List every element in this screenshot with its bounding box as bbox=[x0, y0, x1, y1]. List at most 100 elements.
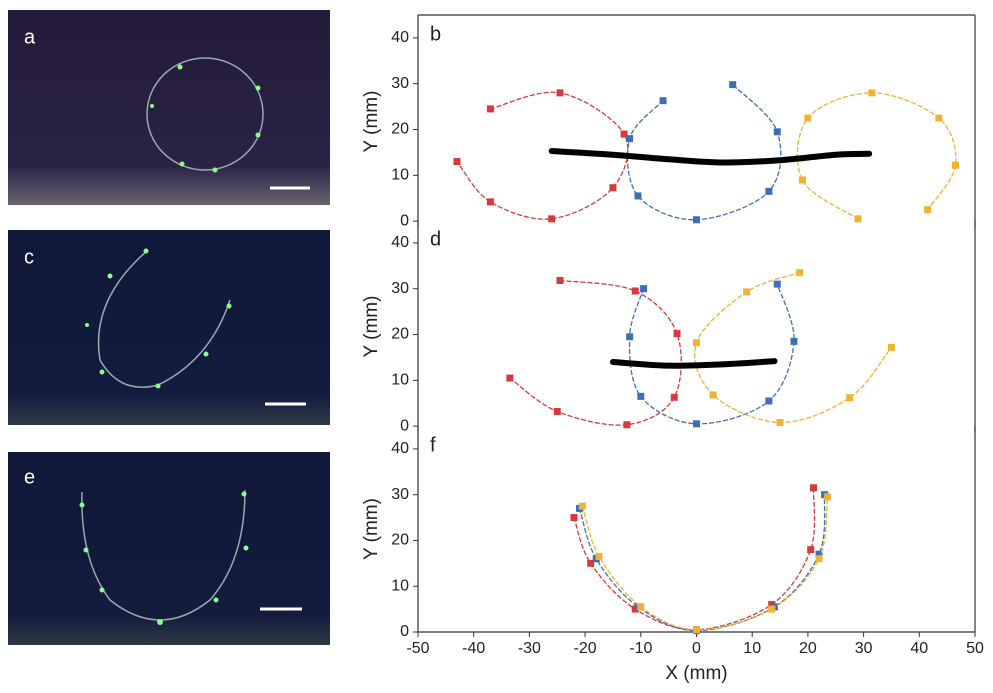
marker bbox=[935, 114, 943, 122]
marker bbox=[556, 276, 564, 284]
marker bbox=[637, 603, 645, 611]
y-tick-label: 20 bbox=[391, 121, 409, 138]
fit-curve bbox=[573, 487, 816, 631]
y-tick-label: 10 bbox=[391, 167, 409, 184]
marker bbox=[765, 397, 773, 405]
marker bbox=[773, 128, 781, 136]
marker bbox=[570, 514, 578, 522]
marker bbox=[815, 555, 823, 563]
marker bbox=[634, 192, 642, 200]
marker bbox=[776, 418, 784, 426]
x-tick-label: -30 bbox=[518, 640, 541, 657]
marker bbox=[809, 484, 817, 492]
marker bbox=[486, 198, 494, 206]
y-tick-label: 40 bbox=[391, 29, 409, 46]
marker bbox=[924, 206, 932, 214]
marker bbox=[553, 407, 561, 415]
marker bbox=[846, 394, 854, 402]
trace-line bbox=[609, 358, 778, 369]
x-tick-label: 10 bbox=[743, 640, 761, 657]
y-tick-label: 10 bbox=[391, 372, 409, 389]
x-tick-label: 40 bbox=[910, 640, 928, 657]
marker bbox=[768, 605, 776, 613]
marker bbox=[548, 215, 556, 223]
marker bbox=[556, 89, 564, 97]
marker bbox=[729, 81, 737, 89]
x-axis-label: X (mm) bbox=[665, 663, 727, 684]
y-tick-label: 40 bbox=[391, 440, 409, 457]
fit-curve bbox=[578, 494, 826, 632]
x-tick-label: -40 bbox=[462, 640, 485, 657]
y-axis-label: Y (mm) bbox=[361, 498, 382, 560]
fit-curve bbox=[509, 279, 682, 426]
marker bbox=[453, 158, 461, 166]
marker bbox=[506, 374, 514, 382]
marker bbox=[815, 550, 823, 558]
marker bbox=[773, 280, 781, 288]
marker bbox=[804, 114, 812, 122]
y-tick-label: 10 bbox=[391, 577, 409, 594]
marker bbox=[709, 391, 717, 399]
marker bbox=[620, 130, 628, 138]
marker bbox=[670, 393, 678, 401]
marker bbox=[796, 269, 804, 277]
marker bbox=[693, 216, 700, 224]
y-tick-label: 0 bbox=[400, 623, 409, 640]
y-tick-label: 20 bbox=[391, 532, 409, 549]
marker bbox=[659, 97, 667, 105]
marker bbox=[486, 105, 494, 113]
panel-label: b bbox=[430, 23, 441, 45]
marker bbox=[790, 337, 798, 345]
y-tick-label: 30 bbox=[391, 280, 409, 297]
x-tick-label: 50 bbox=[966, 640, 984, 657]
marker bbox=[823, 493, 831, 501]
marker bbox=[693, 626, 700, 634]
marker bbox=[673, 330, 681, 338]
y-tick-label: 20 bbox=[391, 326, 409, 343]
fit-curve bbox=[581, 496, 829, 631]
photo-a: a bbox=[8, 10, 330, 205]
marker bbox=[626, 333, 634, 341]
y-tick-label: 0 bbox=[400, 417, 409, 434]
marker bbox=[693, 339, 700, 347]
photo-c: c bbox=[8, 230, 330, 425]
panel-label: d bbox=[430, 228, 441, 250]
marker bbox=[609, 184, 617, 192]
panel: 0 10 20 30 40 -50 -40 -30 -20 -10 0 10 20 30 40 50 X (mm… bbox=[361, 426, 984, 684]
x-tick-label: 20 bbox=[799, 640, 817, 657]
x-tick-label: -20 bbox=[574, 640, 597, 657]
marker bbox=[854, 215, 862, 223]
marker bbox=[693, 420, 700, 428]
marker bbox=[765, 187, 773, 195]
y-tick-label: 40 bbox=[391, 234, 409, 251]
x-tick-label: -50 bbox=[406, 640, 429, 657]
marker bbox=[623, 421, 631, 429]
x-tick-label: 0 bbox=[692, 640, 701, 657]
panel-label: f bbox=[430, 434, 436, 456]
marker bbox=[626, 135, 634, 143]
photo-label: e bbox=[24, 466, 35, 488]
y-tick-label: 0 bbox=[400, 212, 409, 229]
marker bbox=[637, 392, 645, 400]
marker bbox=[587, 559, 595, 567]
panel: 0 10 20 30 40 Y (mm) d bbox=[361, 220, 976, 434]
y-axis-label: Y (mm) bbox=[361, 91, 382, 153]
marker bbox=[578, 502, 586, 510]
marker bbox=[743, 288, 751, 296]
marker bbox=[640, 285, 648, 293]
marker bbox=[868, 89, 876, 97]
marker bbox=[807, 546, 815, 554]
x-tick-label: 30 bbox=[855, 640, 873, 657]
trace-line bbox=[548, 148, 873, 166]
photo-e: e bbox=[8, 452, 330, 645]
fit-curve bbox=[626, 83, 782, 221]
y-axis-label: Y (mm) bbox=[361, 296, 382, 358]
marker bbox=[595, 552, 603, 560]
y-tick-label: 30 bbox=[391, 75, 409, 92]
marker bbox=[631, 287, 639, 295]
marker bbox=[952, 161, 960, 169]
photo-label: a bbox=[24, 26, 36, 48]
panel: 0 10 20 30 40 Y (mm) b bbox=[361, 14, 976, 229]
y-tick-label: 30 bbox=[391, 486, 409, 503]
